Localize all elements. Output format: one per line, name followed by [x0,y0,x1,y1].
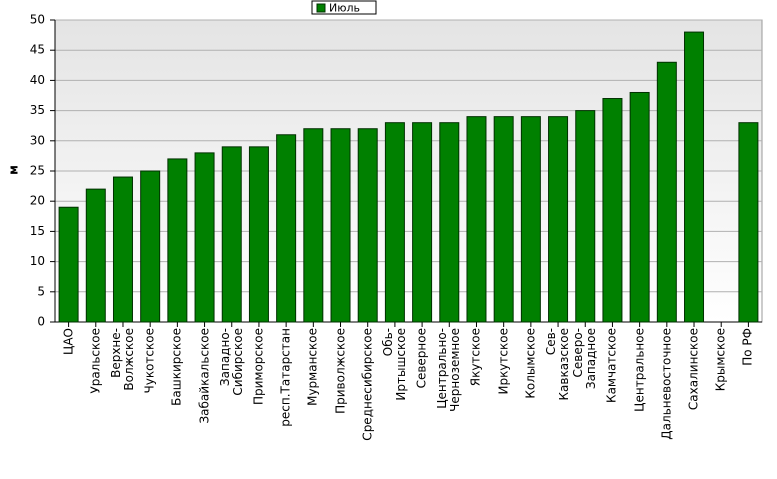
bar [548,116,569,323]
x-tick-label: Камчатское [604,328,619,403]
bar [493,116,514,323]
x-tick-label: респ.Татарстан [278,328,293,427]
x-tick-label: Уральское [88,328,103,394]
x-tick-label: Колымское [523,328,538,399]
x-tick-label: Иркутское [496,328,511,395]
x-tick-label: Якутское [468,328,483,387]
bar [520,116,541,323]
y-tick-label: 25 [30,164,45,178]
x-tick-label: Центральное [632,328,647,412]
x-tick-label: Приморское [251,328,266,406]
bar [357,128,378,323]
bar [58,206,79,323]
y-tick-label: 50 [30,13,45,27]
x-tick-label: Обь- Иртышское [380,328,408,401]
bar [384,122,405,323]
legend-label: Июль [329,2,360,15]
bar [248,146,269,323]
y-tick-label: 10 [30,254,45,268]
bar [112,176,133,323]
x-tick-label: Чукотское [142,328,157,394]
bar [439,122,460,323]
bar [412,122,433,323]
y-tick-label: 40 [30,73,45,87]
bar [85,188,106,323]
bar [194,152,215,323]
y-tick-label: 5 [37,284,45,298]
bar [330,128,351,323]
x-tick-label: Сахалинское [686,328,701,411]
bar [602,98,623,323]
y-tick-label: 0 [37,315,45,329]
x-tick-label: Верхне- Волжское [108,328,136,391]
x-tick-label: Северо- Западное [571,328,599,390]
x-tick-label: Крымское [713,328,728,392]
bar [575,110,596,323]
legend-swatch [316,3,326,13]
x-tick-label: Дальневосточное [659,328,674,440]
y-tick-label: 45 [30,43,45,57]
y-axis-label: м [7,165,21,175]
x-tick-label: Приволжское [333,328,348,414]
bar [656,61,677,323]
bar [738,122,759,323]
x-tick-label: Забайкальское [197,328,212,424]
x-tick-label: По РФ [740,328,755,366]
x-tick-label: Центрально- Черноземное [435,328,463,412]
legend-box [311,0,377,15]
bar [466,116,487,323]
y-tick-label: 35 [30,103,45,117]
bar [684,31,705,323]
bar [221,146,242,323]
bar [167,158,188,323]
x-tick-label: Сев- Кавказское [544,328,572,401]
y-tick-label: 30 [30,133,45,147]
bar [629,91,650,323]
x-tick-label: Западно- Сибирское [217,328,245,396]
y-tick-label: 20 [30,194,45,208]
x-tick-label: ЦАО [61,328,76,355]
x-tick-label: Северное [414,328,429,389]
x-tick-label: Мурманское [305,328,320,406]
x-tick-label: Среднесибирское [360,328,375,441]
x-tick-label: Башкирское [169,328,184,406]
bar [276,134,297,323]
bar [303,128,324,323]
y-tick-label: 15 [30,224,45,238]
bar [140,170,161,323]
